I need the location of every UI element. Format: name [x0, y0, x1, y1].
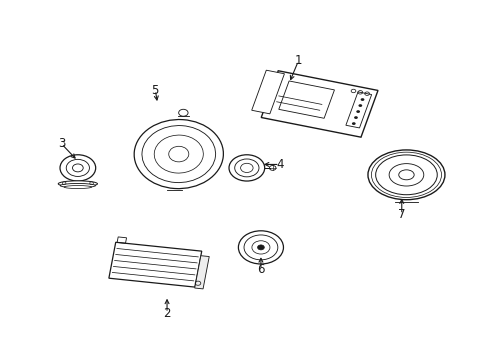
Ellipse shape — [60, 184, 95, 188]
Circle shape — [356, 110, 359, 113]
Circle shape — [238, 231, 283, 264]
Text: 6: 6 — [257, 264, 264, 276]
Ellipse shape — [64, 185, 91, 189]
Polygon shape — [109, 242, 202, 287]
Polygon shape — [261, 71, 377, 137]
Circle shape — [60, 155, 96, 181]
Ellipse shape — [58, 181, 97, 187]
Circle shape — [257, 245, 264, 250]
Polygon shape — [194, 256, 209, 289]
Text: 7: 7 — [397, 208, 405, 221]
Text: 3: 3 — [58, 137, 65, 150]
Circle shape — [358, 104, 362, 107]
Text: 4: 4 — [275, 158, 283, 171]
Polygon shape — [251, 70, 284, 114]
Circle shape — [228, 155, 264, 181]
Ellipse shape — [134, 120, 223, 189]
Text: 5: 5 — [151, 84, 159, 96]
Circle shape — [360, 98, 364, 101]
Text: 1: 1 — [294, 54, 302, 67]
Circle shape — [351, 122, 355, 125]
Circle shape — [353, 116, 357, 119]
Ellipse shape — [367, 150, 444, 200]
Text: 2: 2 — [163, 307, 170, 320]
